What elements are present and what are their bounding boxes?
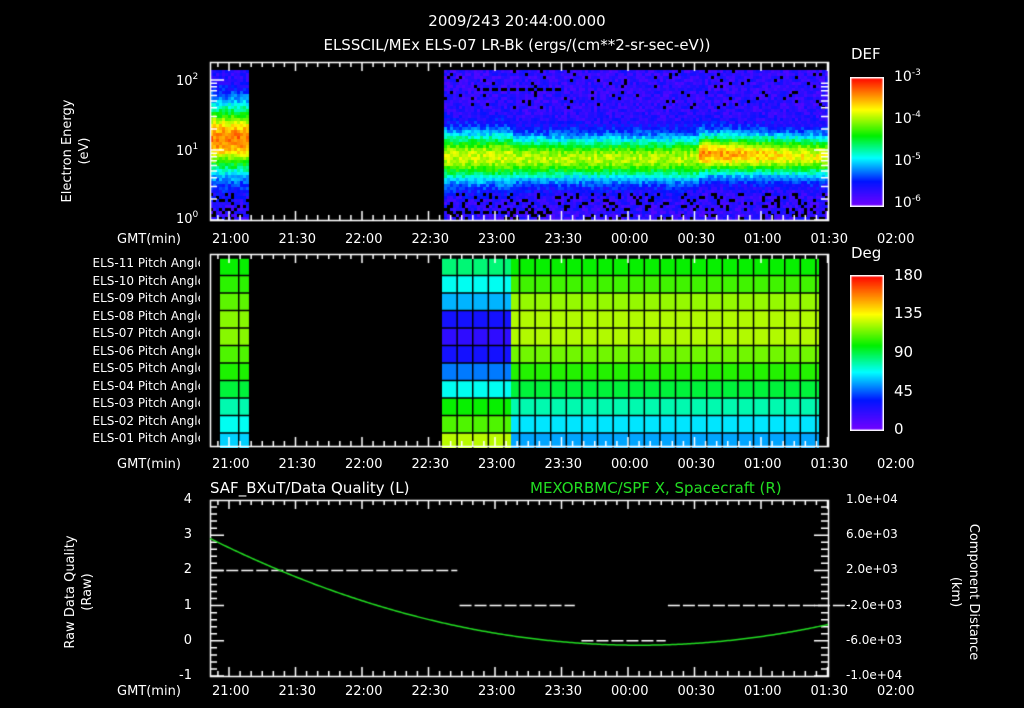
def-colorbar-tick-1e-5: 10-5 — [894, 152, 921, 169]
plot-title: ELSSCIL/MEx ELS-07 LR-Bk (ergs/(cm**2-sr… — [323, 36, 711, 54]
deg-colorbar-tick-180: 180 — [894, 266, 923, 284]
time-tick-label: 01:30 — [810, 232, 848, 247]
def-colorbar-title: DEF — [851, 45, 881, 63]
time-tick-label: 21:30 — [278, 684, 316, 699]
quality-left-ytick: -1 — [179, 668, 192, 683]
time-tick-label: 01:00 — [744, 232, 782, 247]
quality-left-ytick: 1 — [183, 597, 192, 613]
time-tick-label: 00:00 — [611, 684, 649, 699]
time-tick-label: 00:00 — [611, 457, 649, 472]
time-tick-label: 23:00 — [478, 232, 516, 247]
time-tick-label: 23:30 — [544, 684, 582, 699]
deg-colorbar — [850, 275, 884, 431]
quality-left-ytick: 3 — [183, 527, 192, 543]
pitch-row-label: ELS-07 Pitch Angle — [92, 326, 205, 340]
def-colorbar-tick-1e-6: 10-6 — [894, 194, 921, 211]
deg-colorbar-tick-0: 0 — [894, 420, 904, 438]
energy-ylabel-line1: Electron Energy — [60, 99, 75, 203]
time-tick-label: 00:30 — [677, 684, 715, 699]
deg-colorbar-tick-135: 135 — [894, 304, 923, 322]
quality-right-yticks: 1.0e+04 6.0e+03 2.0e+03 -2.0e+03 -6.0e+03 -1.… — [846, 490, 946, 690]
energy-ylabel: Electron Energy (eV) — [0, 100, 162, 203]
pitch-row-label: ELS-01 Pitch Angle — [92, 431, 205, 445]
quality-right-ytick: -6.0e+03 — [846, 632, 903, 647]
time-tick-label: 21:30 — [278, 232, 316, 247]
quality-time-axis: 21:00 21:30 22:00 22:30 23:00 23:30 00:00 00:30… — [0, 684, 1024, 700]
time-tick-label: 01:30 — [810, 457, 848, 472]
time-tick-label: 02:00 — [877, 232, 915, 247]
time-tick-label: 22:30 — [411, 457, 449, 472]
energy-spectrogram — [200, 60, 830, 222]
time-tick-label: 01:00 — [744, 457, 782, 472]
quality-right-title: MEXORBMC/SPF X, Spacecraft (R) — [530, 479, 782, 497]
quality-right-ytick: -1.0e+04 — [846, 668, 903, 682]
time-tick-label: 00:30 — [677, 457, 715, 472]
time-tick-label: 21:30 — [278, 457, 316, 472]
pitch-row-label: ELS-02 Pitch Angle — [92, 413, 205, 428]
time-tick-label: 00:00 — [611, 232, 649, 247]
energy-ytick-10: 101 — [176, 142, 199, 159]
pitch-row-label: ELS-03 Pitch Angle — [92, 396, 205, 410]
pitch-row-label: ELS-11 Pitch Angle — [92, 256, 205, 270]
quality-left-ytick: 2 — [183, 562, 192, 578]
time-tick-label: 22:30 — [411, 684, 449, 699]
time-tick-label: 22:30 — [411, 232, 449, 247]
energy-xlabel: GMT(min) — [117, 232, 181, 247]
quality-left-ytick: 4 — [183, 492, 192, 507]
def-colorbar-tick-1e-3: 10-3 — [894, 68, 921, 85]
pitch-time-axis: 21:00 21:30 22:00 22:30 23:00 23:30 00:00 00:30… — [0, 457, 1024, 473]
pitch-row-label: ELS-10 Pitch Angle — [92, 273, 205, 288]
quality-line-plot — [200, 495, 850, 685]
pitch-row-label: ELS-08 Pitch Angle — [92, 308, 205, 323]
quality-left-ylabel-line2: (Raw) — [80, 573, 95, 611]
def-colorbar-tick-1e-4: 10-4 — [894, 110, 921, 127]
time-tick-label: 21:00 — [212, 684, 250, 699]
quality-right-ylabel: Component Distance (km) — [862, 524, 1024, 660]
time-tick-label: 22:00 — [345, 457, 383, 472]
energy-ylabel-line2: (eV) — [77, 137, 92, 165]
quality-xlabel: GMT(min) — [117, 684, 181, 699]
quality-left-ylabel-line1: Raw Data Quality — [63, 535, 78, 649]
time-tick-label: 23:00 — [478, 684, 516, 699]
quality-left-title: SAF_BXuT/Data Quality (L) — [210, 479, 410, 497]
quality-right-ytick: 2.0e+03 — [846, 562, 898, 577]
pitch-row-label: ELS-06 Pitch Angle — [92, 343, 205, 358]
time-tick-label: 22:00 — [345, 684, 383, 699]
deg-colorbar-tick-90: 90 — [894, 343, 914, 361]
quality-right-ytick: 1.0e+04 — [846, 492, 898, 506]
energy-ytick-100: 102 — [176, 72, 199, 89]
time-tick-label: 02:00 — [877, 457, 915, 472]
quality-right-ytick: -2.0e+03 — [846, 597, 903, 612]
time-tick-label: 21:00 — [212, 232, 250, 247]
def-colorbar — [850, 77, 884, 207]
pitch-row-label: ELS-09 Pitch Angle — [92, 291, 205, 305]
time-tick-label: 02:00 — [877, 684, 915, 699]
time-tick-label: 22:00 — [345, 232, 383, 247]
quality-left-ylabel: Raw Data Quality (Raw) — [0, 535, 180, 648]
time-tick-label: 23:00 — [478, 457, 516, 472]
pitch-row-label: ELS-05 Pitch Angle — [92, 361, 205, 375]
deg-colorbar-title: Deg — [851, 244, 882, 262]
quality-right-ylabel-line2: (km) — [948, 576, 963, 608]
quality-left-yticks: 4 3 2 1 0 -1 — [170, 490, 200, 690]
time-tick-label: 01:30 — [810, 684, 848, 699]
plot-timestamp: 2009/243 20:44:00.000 — [428, 12, 606, 30]
pitch-xlabel: GMT(min) — [117, 457, 181, 472]
time-tick-label: 01:00 — [744, 684, 782, 699]
time-tick-label: 23:30 — [544, 232, 582, 247]
time-tick-label: 00:30 — [677, 232, 715, 247]
pitch-angle-heatmap — [200, 252, 830, 448]
quality-right-ytick: 6.0e+03 — [846, 527, 898, 542]
energy-ytick-1: 100 — [176, 210, 199, 227]
quality-right-ylabel-line1: Component Distance — [966, 523, 981, 661]
quality-left-ytick: 0 — [183, 632, 192, 648]
deg-colorbar-tick-45: 45 — [894, 382, 914, 400]
time-tick-label: 23:30 — [544, 457, 582, 472]
energy-time-axis: 21:00 21:30 22:00 22:30 23:00 23:30 00:00 00:30… — [0, 232, 1024, 248]
time-tick-label: 21:00 — [212, 457, 250, 472]
pitch-row-label: ELS-04 Pitch Angle — [92, 378, 205, 393]
